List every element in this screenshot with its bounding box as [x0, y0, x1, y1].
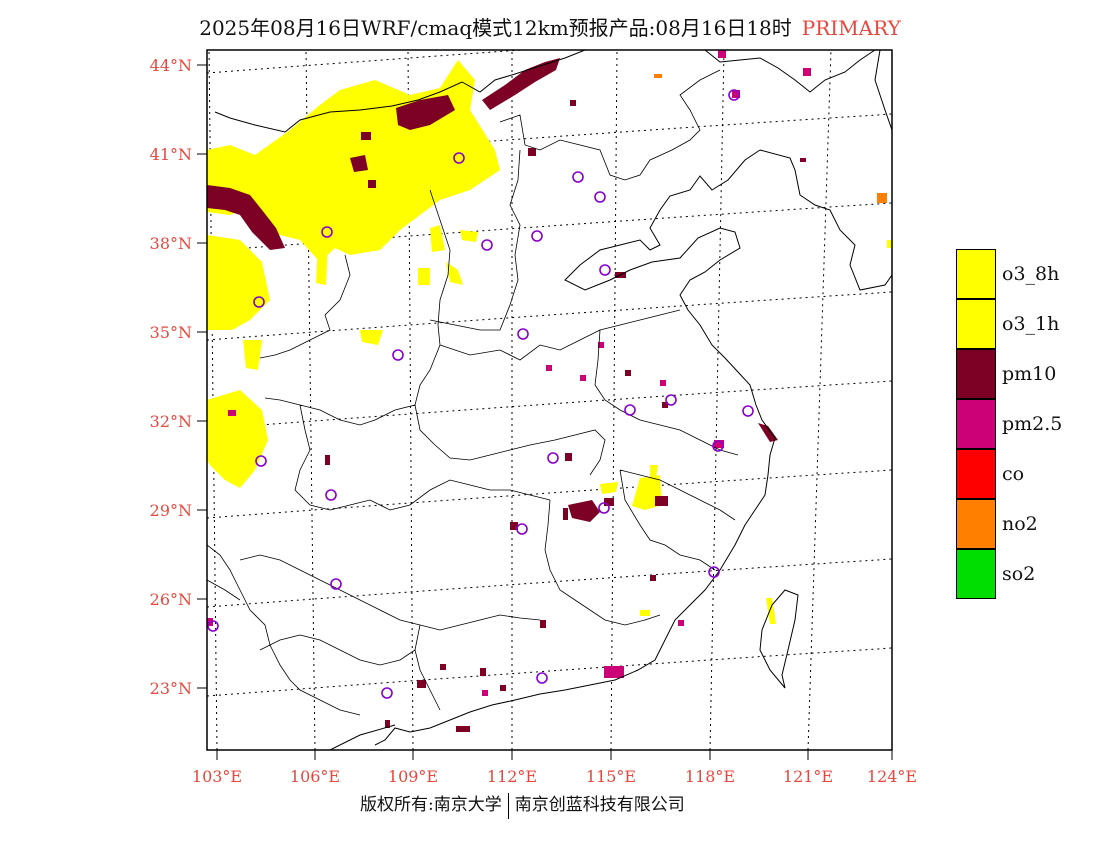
meridian-line: [709, 50, 725, 750]
legend-label: so2: [1002, 563, 1036, 585]
pm10-area-west: [207, 185, 285, 250]
city-marker: [453, 152, 465, 164]
city-markers: [207, 89, 754, 699]
o3-area-southwest: [207, 390, 268, 488]
lon-label: 124°E: [867, 767, 917, 786]
legend-swatch: [956, 349, 996, 399]
city-marker: [665, 394, 677, 406]
city-marker: [594, 191, 606, 203]
city-marker: [330, 578, 342, 590]
legend-swatch: [956, 499, 996, 549]
city-marker: [481, 239, 493, 251]
lat-label: 26°N: [150, 590, 192, 609]
taiwan-outline: [759, 589, 799, 689]
lon-label: 115°E: [586, 767, 636, 786]
lat-label: 32°N: [150, 412, 192, 431]
pm10-area-northeast: [482, 58, 560, 110]
city-marker: [517, 328, 529, 340]
parallel-line: [207, 558, 892, 608]
city-marker: [624, 404, 636, 416]
city-marker: [742, 405, 754, 417]
lat-label: 35°N: [150, 323, 192, 342]
city-marker: [207, 620, 219, 632]
province-lines: [207, 69, 739, 716]
city-marker: [321, 226, 333, 238]
parallel-line: [207, 469, 892, 519]
city-marker: [392, 349, 404, 361]
coastline-east: [374, 149, 892, 746]
lon-label: 112°E: [487, 767, 537, 786]
border-north: [214, 50, 586, 133]
legend-label: no2: [1002, 513, 1038, 535]
map-area: [207, 50, 892, 750]
parallel-line: [207, 50, 529, 74]
meridian-line: [807, 50, 832, 750]
city-marker: [728, 89, 740, 101]
lat-label: 41°N: [150, 145, 192, 164]
legend-label: pm10: [1002, 363, 1057, 385]
lon-label: 118°E: [685, 767, 735, 786]
legend-label: o3_8h: [1002, 263, 1060, 285]
meridian-line: [891, 742, 892, 750]
lat-label: 29°N: [150, 501, 192, 520]
parallel-line: [207, 647, 892, 697]
hainan-outline: [329, 724, 396, 750]
title-main: 2025年08月16日WRF/cmaq模式12km预报产品:08月16日18时: [199, 16, 792, 40]
legend-swatch: [956, 399, 996, 449]
longitude-labels: 103°E 106°E 109°E 112°E 115°E 118°E 121°E 124°E: [192, 767, 917, 786]
chart-title: 2025年08月16日WRF/cmaq模式12km预报产品:08月16日18时 P…: [0, 12, 1100, 41]
legend-label: co: [1002, 463, 1025, 485]
lon-label: 103°E: [192, 767, 242, 786]
city-marker: [712, 440, 724, 452]
city-marker: [536, 672, 548, 684]
pollution-areas: [207, 50, 892, 732]
meridian-line: [610, 50, 618, 750]
lat-label: 38°N: [150, 234, 192, 253]
city-marker: [599, 264, 611, 276]
legend-label: o3_1h: [1002, 313, 1060, 335]
pm10-area-north: [396, 95, 455, 130]
city-marker: [547, 452, 559, 464]
city-marker: [325, 489, 337, 501]
city-marker: [531, 230, 543, 242]
legend-swatch: [956, 249, 996, 299]
city-marker: [708, 566, 720, 578]
lat-label: 44°N: [150, 56, 192, 75]
parallel-line: [207, 291, 892, 341]
title-tag: PRIMARY: [801, 16, 901, 40]
city-marker: [572, 171, 584, 183]
legend-swatch: [956, 449, 996, 499]
legend-label: pm2.5: [1002, 413, 1063, 435]
parallel-line: [207, 380, 892, 430]
o3-spot-east: [600, 240, 892, 624]
legend-swatch: [956, 299, 996, 349]
city-marker: [253, 296, 265, 308]
lon-label: 109°E: [388, 767, 438, 786]
city-marker: [255, 455, 267, 467]
no2-spots: [654, 74, 887, 203]
city-marker: [598, 502, 610, 514]
map-frame: [206, 49, 893, 751]
provincial-boundaries: [207, 50, 892, 750]
lat-label: 23°N: [150, 679, 192, 698]
axis-ticks: [197, 64, 893, 760]
lon-label: 106°E: [290, 767, 340, 786]
footer-separator: [507, 792, 509, 819]
city-marker: [516, 523, 528, 535]
company-name: 南京创蓝科技有限公司: [514, 795, 685, 815]
legend-swatch: [956, 549, 996, 599]
o3-area-west: [207, 235, 270, 330]
border-northeast: [704, 50, 892, 131]
lon-label: 121°E: [783, 767, 833, 786]
copyright-footer: 版权所有:南京大学 南京创蓝科技有限公司: [360, 790, 685, 819]
latitude-labels: 44°N 41°N 38°N 35°N 32°N 29°N 26°N 23°N: [150, 56, 192, 698]
copyright-text: 版权所有:南京大学: [360, 795, 502, 815]
city-marker: [381, 687, 393, 699]
